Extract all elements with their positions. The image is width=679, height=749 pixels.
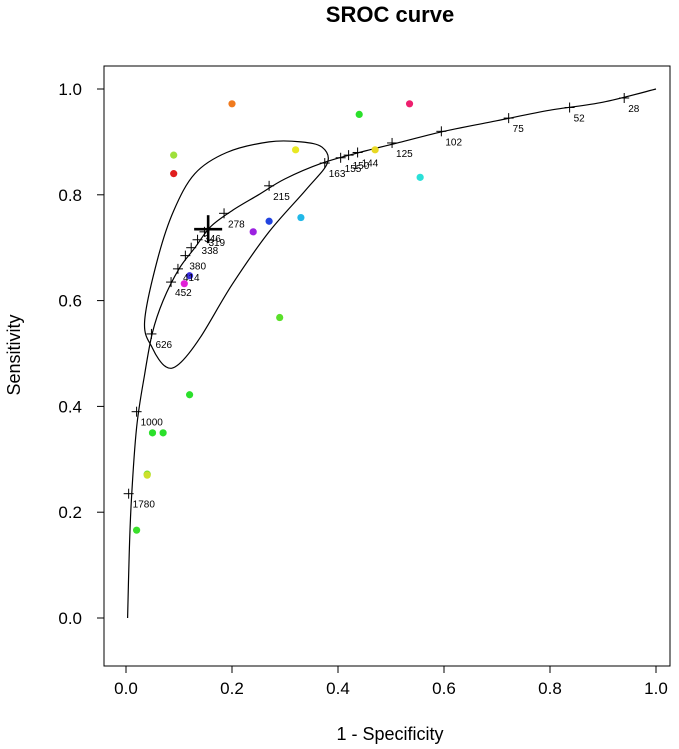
y-tick-label: 1.0 (58, 80, 82, 99)
threshold-label: 338 (202, 246, 219, 257)
study-point (159, 429, 167, 437)
study-point (186, 391, 194, 399)
x-tick-label: 1.0 (644, 679, 668, 698)
y-tick-label: 0.2 (58, 503, 82, 522)
summary-point (194, 215, 223, 244)
x-tick-label: 0.6 (432, 679, 456, 698)
study-points (133, 100, 424, 534)
threshold-label: 380 (189, 262, 206, 273)
study-point (416, 173, 424, 181)
threshold-label: 52 (574, 114, 586, 125)
x-tick-label: 0.0 (114, 679, 138, 698)
y-tick-label: 0.6 (58, 292, 82, 311)
study-point (148, 429, 157, 437)
threshold-label: 28 (628, 104, 640, 115)
x-tick-label: 0.4 (326, 679, 350, 698)
threshold-label: 150 (353, 161, 370, 172)
study-point (265, 217, 273, 225)
threshold-label: 278 (228, 219, 245, 230)
threshold-label: 163 (329, 169, 346, 180)
x-axis: 0.0 0.2 0.4 0.6 0.8 1.0 (114, 665, 668, 698)
threshold-label: 346 (204, 234, 221, 245)
y-tick-label: 0.4 (58, 397, 82, 416)
study-point (249, 228, 257, 236)
chart-title: SROC curve (326, 2, 454, 27)
study-point (170, 170, 178, 178)
study-point (292, 146, 300, 154)
y-tick-label: 0.8 (58, 186, 82, 205)
threshold-label: 75 (513, 124, 525, 135)
x-tick-label: 0.8 (538, 679, 562, 698)
study-point (180, 280, 188, 288)
plot-frame (103, 65, 671, 667)
study-point (133, 526, 141, 534)
study-point (355, 110, 363, 118)
threshold-label: 125 (396, 149, 413, 160)
y-axis-label: Sensitivity (4, 314, 24, 395)
threshold-label: 626 (155, 340, 172, 351)
study-point (405, 100, 414, 108)
study-point (276, 313, 284, 322)
threshold-label: 414 (183, 273, 200, 284)
threshold-label: 1780 (133, 500, 156, 511)
x-axis-label: 1 - Specificity (336, 724, 443, 744)
threshold-label: 1000 (141, 418, 164, 429)
threshold-label: 144 (362, 158, 379, 169)
x-tick-label: 0.2 (220, 679, 244, 698)
y-tick-label: 0.0 (58, 609, 82, 628)
threshold-label: 452 (175, 288, 192, 299)
study-point (228, 100, 236, 108)
threshold-label: 102 (445, 137, 462, 148)
study-point (170, 151, 178, 159)
study-point (297, 213, 305, 222)
sroc-line (127, 88, 657, 619)
study-point (371, 146, 379, 154)
threshold-label: 215 (273, 192, 290, 203)
sroc-curve (127, 88, 657, 619)
study-point (143, 471, 151, 479)
study-point (186, 272, 194, 280)
threshold-label: 155 (345, 164, 362, 175)
threshold-label: 319 (208, 238, 225, 249)
y-axis: 0.0 0.2 0.4 0.6 0.8 1.0 (58, 80, 105, 628)
